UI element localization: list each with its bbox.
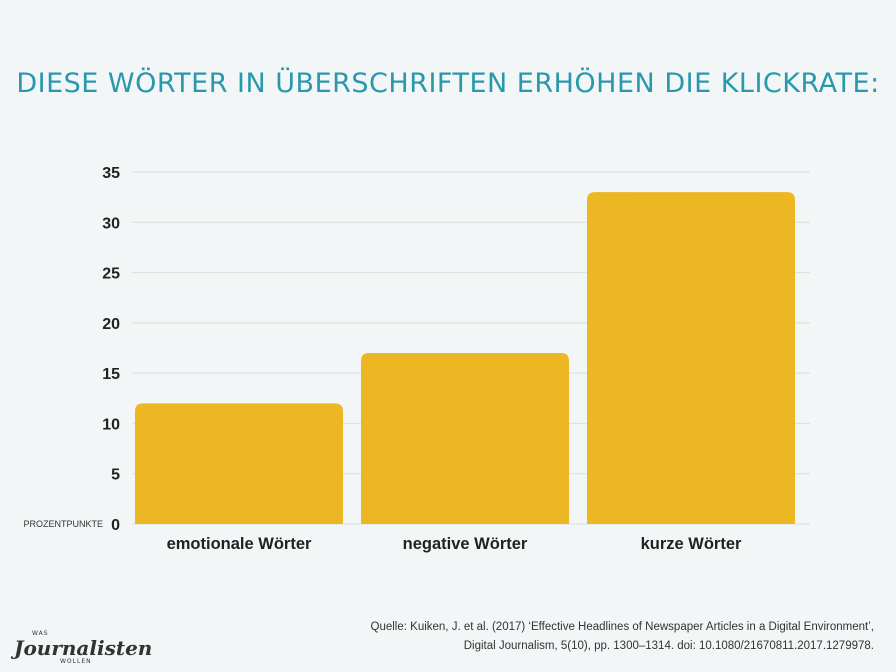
bar-chart: 0 5 10 15 20 25 30 35 PROZENTPUNKTE emotionale Wö…	[23, 165, 810, 553]
logo: WAS Journalisten WOLLEN	[14, 630, 152, 665]
bar	[361, 353, 569, 524]
x-category-label: kurze Wörter	[641, 535, 742, 553]
bar	[135, 403, 343, 524]
y-tick-label: 0	[111, 517, 120, 534]
x-category-label: emotionale Wörter	[167, 535, 312, 553]
source-citation: Quelle: Kuiken, J. et al. (2017) ‘Effect…	[371, 618, 874, 656]
y-tick-label: 15	[102, 366, 120, 383]
logo-bottom-text: WOLLEN	[60, 658, 92, 665]
y-tick-label: 5	[111, 467, 120, 484]
x-category-label: negative Wörter	[403, 535, 528, 553]
bar	[587, 192, 795, 524]
y-tick-label: 30	[102, 215, 120, 232]
y-tick-label: 25	[102, 266, 120, 283]
logo-main-text: Journalisten	[14, 636, 153, 660]
y-tick-label: 35	[102, 165, 120, 182]
logo-top-text: WAS	[32, 630, 49, 637]
y-tick-label: 10	[102, 416, 120, 433]
y-axis-label: PROZENTPUNKTE	[23, 519, 103, 529]
source-line-2: Digital Journalism, 5(10), pp. 1300–1314…	[463, 640, 874, 652]
y-tick-label: 20	[102, 316, 120, 333]
chart-title: DIESE WÖRTER IN ÜBERSCHRIFTEN ERHÖHEN DI…	[16, 68, 880, 99]
source-line-1: Quelle: Kuiken, J. et al. (2017) ‘Effect…	[370, 621, 874, 633]
